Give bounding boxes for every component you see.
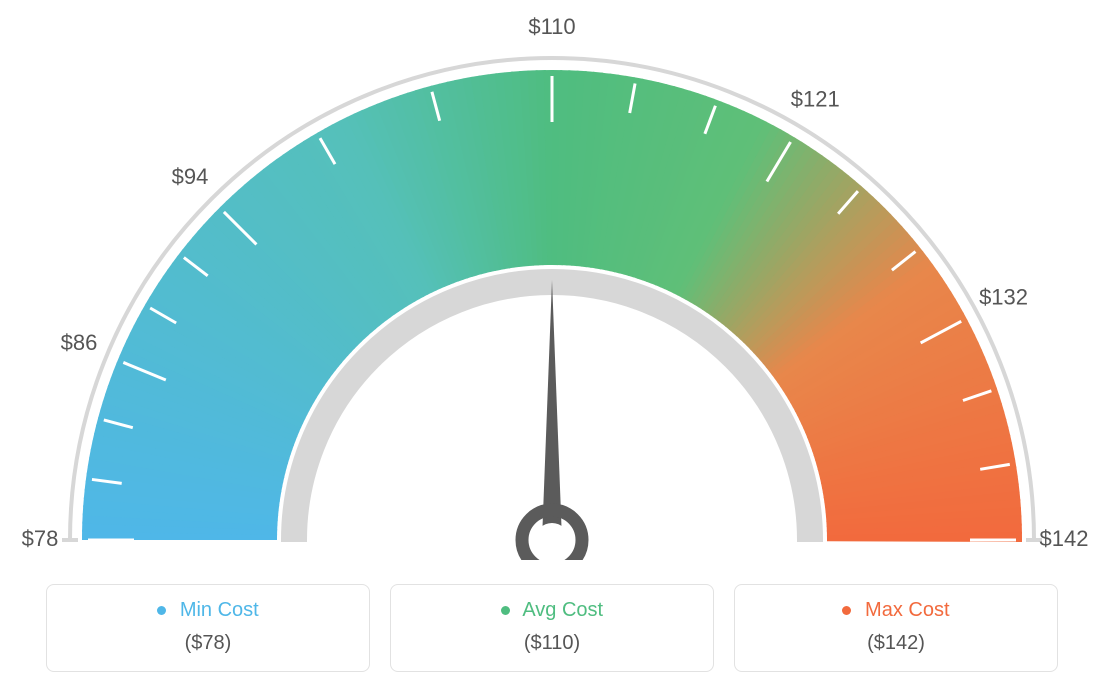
- gauge-tick-label: $110: [528, 14, 575, 39]
- gauge-tick-label: $94: [172, 164, 209, 189]
- gauge-needle: [542, 280, 562, 540]
- legend-label-text-avg: Avg Cost: [522, 599, 603, 621]
- legend-dot-avg: [501, 606, 510, 615]
- legend-label-text-min: Min Cost: [180, 599, 259, 621]
- legend-label-min: Min Cost: [57, 599, 359, 622]
- legend-dot-max: [842, 606, 851, 615]
- gauge-tick-label: $142: [1040, 526, 1089, 551]
- legend-card-min: Min Cost ($78): [46, 584, 370, 672]
- gauge-tick-label: $86: [61, 330, 98, 355]
- gauge-tick-label: $132: [979, 284, 1028, 309]
- legend-label-max: Max Cost: [745, 599, 1047, 622]
- legend-value-avg: ($110): [401, 632, 703, 655]
- gauge-tick-label: $78: [22, 526, 59, 551]
- legend-row: Min Cost ($78) Avg Cost ($110) Max Cost …: [0, 584, 1104, 672]
- gauge-svg: $78 $86 $94 $110 $121 $132 $142: [0, 0, 1104, 560]
- legend-card-max: Max Cost ($142): [734, 584, 1058, 672]
- legend-value-min: ($78): [57, 632, 359, 655]
- legend-value-max: ($142): [745, 632, 1047, 655]
- legend-label-text-max: Max Cost: [865, 599, 949, 621]
- cost-gauge-chart: $78 $86 $94 $110 $121 $132 $142 Min Cost ($78)…: [0, 0, 1104, 690]
- legend-label-avg: Avg Cost: [401, 599, 703, 622]
- legend-dot-min: [157, 606, 166, 615]
- legend-card-avg: Avg Cost ($110): [390, 584, 714, 672]
- gauge-area: $78 $86 $94 $110 $121 $132 $142: [0, 0, 1104, 560]
- gauge-tick-label: $121: [791, 87, 840, 112]
